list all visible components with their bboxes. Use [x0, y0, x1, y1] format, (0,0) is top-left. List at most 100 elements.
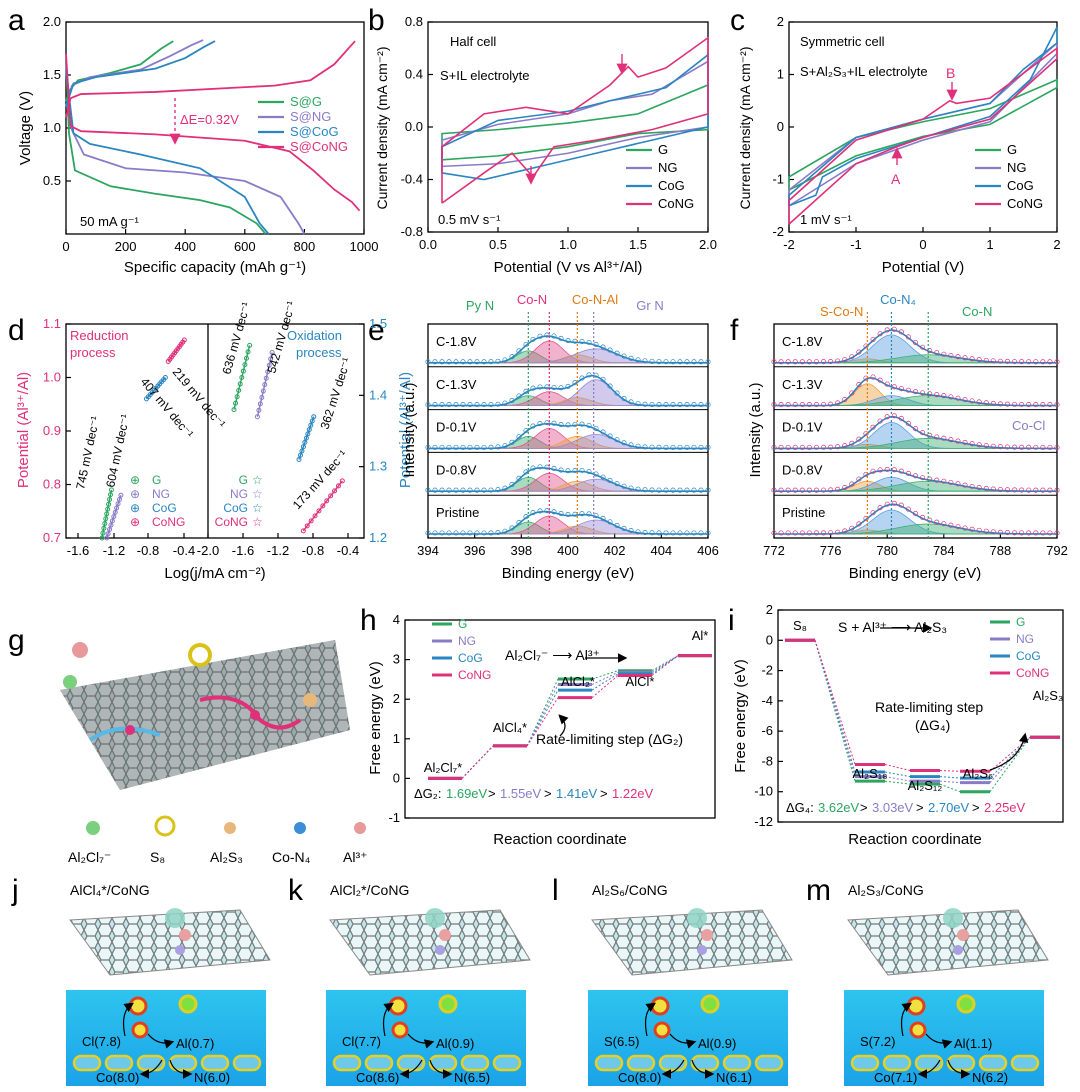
data-point-e: [551, 333, 557, 339]
lattice-density-k: [364, 1054, 394, 1072]
data-point-f: [983, 357, 989, 363]
dft-arrow-k: [399, 1059, 423, 1079]
axis-title-y-h: Free energy (eV): [367, 661, 384, 774]
data-point-f: [920, 430, 926, 436]
data-point-e: [439, 402, 445, 408]
data-point-f: [884, 501, 890, 507]
y-tick-label-d-left: 1.0: [43, 370, 61, 385]
data-point-e: [502, 400, 508, 406]
y-tick-label-d-right: 1.2: [369, 530, 387, 545]
dft-label-l: S(6.5): [604, 1034, 639, 1049]
panel-a-chart: 0 200 400 600 800 10000.51.01.52.0S@GS@NGS@Co…: [43, 14, 379, 254]
panel-letter-d: d: [8, 314, 25, 347]
data-point-e: [670, 530, 676, 536]
data-point-d-G: [236, 387, 242, 393]
data-point-e: [579, 375, 585, 381]
data-point-f: [891, 500, 897, 506]
axis-title-x-c: Potential (V): [882, 259, 965, 276]
data-point-e: [425, 359, 431, 365]
data-point-d-CoG: [303, 435, 309, 441]
y-tick-label-a: 0.5: [43, 173, 61, 188]
legend-label-i: CoNG: [1016, 666, 1049, 680]
envelope-f: [773, 377, 1058, 407]
data-point-e: [614, 437, 620, 443]
data-point-f: [976, 485, 982, 491]
data-point-e: [453, 530, 459, 536]
legend-label-a: S@CoG: [290, 124, 339, 139]
data-point-e: [467, 487, 473, 493]
density-peak-m: [906, 996, 926, 1016]
dft-arrow-m: [947, 1059, 971, 1079]
lattice-density-k: [332, 1054, 362, 1072]
x-tick-label-b: 0.5: [489, 237, 507, 252]
energy-connector-i: [989, 736, 1031, 779]
reduction-label-2: process: [70, 345, 116, 360]
data-point-d-G: [242, 362, 248, 368]
data-point-f: [927, 348, 933, 354]
data-point-d-CoG: [300, 444, 306, 450]
data-point-e: [481, 444, 487, 450]
data-point-f: [969, 356, 975, 362]
data-point-f: [813, 402, 820, 408]
data-point-e: [593, 471, 599, 477]
series-line-S@NG-discharge: [65, 64, 306, 235]
data-point-d-NG: [115, 501, 121, 507]
data-point-e: [432, 487, 438, 493]
lattice-density-m: [850, 1054, 880, 1072]
y-tick-label-i: 2: [766, 602, 773, 617]
data-point-d-NG: [265, 369, 271, 375]
data-point-f: [927, 517, 933, 523]
data-point-f: [849, 525, 855, 531]
x-tick-label-a: 600: [234, 239, 256, 254]
data-point-d-CoNG: [316, 508, 322, 514]
data-point-e: [677, 359, 683, 365]
panel-h-chart: -1 0 1 2 3 4 Al₂Cl₇* AlCl₄* AlCl₂* AlCl* Al* G NG CoG…: [388, 612, 716, 825]
density-peak-j: [178, 994, 198, 1014]
x-tick-label-e: 396: [464, 543, 486, 558]
data-point-e: [460, 402, 466, 408]
data-point-e: [453, 402, 459, 408]
panel-i-chart: -12 -10 -8 -6 -4 -2 0 2 S₈ Al₂S₁₈ Al₂S₁₂ Al₂S₆ Al₂S₃…: [754, 602, 1064, 829]
data-point-e: [614, 350, 620, 356]
dft-arrow-l: [661, 1059, 685, 1079]
data-point-e: [635, 357, 641, 363]
x-tick-label-c: -1: [850, 237, 862, 252]
slope-label-d: 362 mV dec⁻¹: [318, 356, 354, 431]
data-point-f: [955, 481, 961, 487]
data-point-f: [792, 402, 798, 408]
legend-label-d-left: G: [152, 473, 161, 487]
data-point-f: [813, 530, 820, 536]
data-point-f: [1019, 444, 1025, 450]
panel-letter-l: l: [552, 874, 559, 907]
data-point-f: [771, 444, 777, 450]
dg-summary-h: 1.41eV: [556, 786, 598, 801]
data-point-f: [891, 384, 897, 390]
data-point-d-G: [240, 368, 246, 374]
data-point-f: [1026, 530, 1032, 536]
y-tick-label-d-right: 1.5: [369, 316, 387, 331]
legend-label-c: G: [1007, 142, 1017, 157]
data-point-e: [446, 402, 452, 408]
density-peak-m: [956, 994, 976, 1014]
data-point-f: [863, 375, 869, 381]
lattice-density-j: [232, 1054, 262, 1072]
state-label-i: Al₂S₆: [963, 766, 994, 781]
data-point-e: [544, 332, 550, 338]
data-point-e: [523, 388, 529, 394]
data-point-f: [884, 466, 890, 473]
data-point-f: [785, 402, 791, 408]
data-point-f: [955, 524, 961, 530]
data-point-e: [488, 444, 494, 450]
data-point-f: [1026, 487, 1032, 493]
data-point-e: [684, 444, 690, 450]
data-point-d-CoNG: [320, 503, 326, 509]
data-point-f: [990, 486, 996, 492]
data-point-f: [934, 434, 940, 440]
y-tick-label-d-right: 1.3: [369, 459, 387, 474]
legend-marker-d-left: ⊕: [130, 501, 140, 515]
data-point-f: [1019, 401, 1025, 408]
row-label-f: D-0.8V: [782, 462, 823, 477]
dft-arrow-k: [429, 1059, 453, 1079]
data-point-d-CoG: [297, 452, 303, 458]
state-label-h: Al₂Cl₇*: [424, 760, 462, 775]
